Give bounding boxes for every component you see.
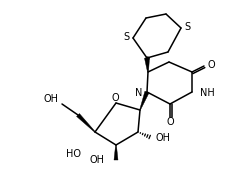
Polygon shape	[114, 145, 118, 160]
Polygon shape	[76, 114, 95, 132]
Text: OH: OH	[156, 133, 171, 143]
Polygon shape	[144, 58, 150, 72]
Text: HO: HO	[66, 149, 81, 159]
Text: N: N	[135, 88, 142, 98]
Text: O: O	[111, 93, 119, 103]
Polygon shape	[140, 91, 149, 110]
Text: OH: OH	[44, 94, 59, 104]
Text: S: S	[184, 22, 190, 32]
Text: O: O	[208, 60, 216, 70]
Text: O: O	[166, 117, 174, 127]
Text: NH: NH	[200, 88, 215, 98]
Text: S: S	[124, 32, 130, 42]
Text: OH: OH	[90, 155, 104, 165]
